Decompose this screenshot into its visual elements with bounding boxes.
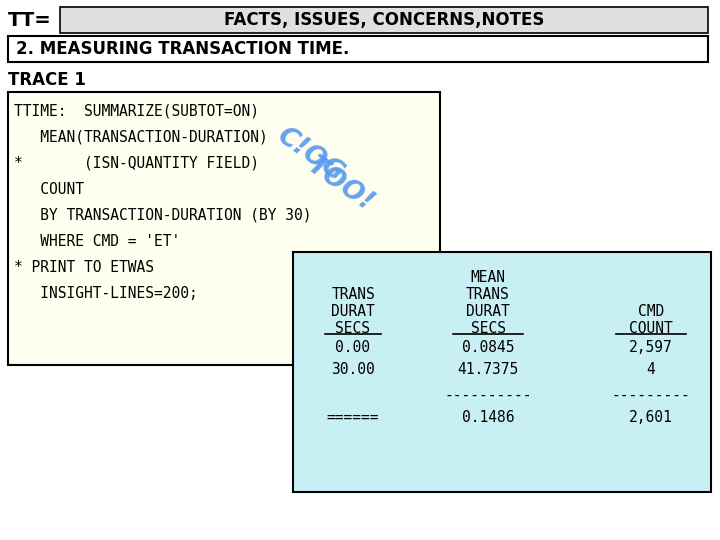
Text: 0.00: 0.00 <box>336 340 371 355</box>
Text: COUNT: COUNT <box>14 182 84 197</box>
Text: TRANS: TRANS <box>331 287 375 302</box>
Text: DURAT: DURAT <box>331 304 375 319</box>
Text: 2. MEASURING TRANSACTION TIME.: 2. MEASURING TRANSACTION TIME. <box>16 40 349 58</box>
Text: C!OG: C!OG <box>271 123 348 187</box>
Text: SECS: SECS <box>336 321 371 336</box>
Text: CMD: CMD <box>638 304 664 319</box>
FancyBboxPatch shape <box>293 252 711 492</box>
Text: 2,601: 2,601 <box>629 410 673 425</box>
FancyBboxPatch shape <box>60 7 708 33</box>
Text: SECS: SECS <box>470 321 505 336</box>
Text: * PRINT TO ETWAS: * PRINT TO ETWAS <box>14 260 154 275</box>
Text: 0.0845: 0.0845 <box>462 340 514 355</box>
Text: 4: 4 <box>647 362 655 377</box>
Text: ----------: ---------- <box>444 388 532 403</box>
Text: TTIME:  SUMMARIZE(SUBTOT=ON): TTIME: SUMMARIZE(SUBTOT=ON) <box>14 104 259 119</box>
Text: MEAN: MEAN <box>470 270 505 285</box>
Text: ======: ====== <box>327 410 379 425</box>
Text: TOO!: TOO! <box>302 153 378 217</box>
Text: TRANS: TRANS <box>466 287 510 302</box>
Text: TRACE 1: TRACE 1 <box>8 71 86 89</box>
Text: 30.00: 30.00 <box>331 362 375 377</box>
Text: COUNT: COUNT <box>629 321 673 336</box>
Text: FACTS, ISSUES, CONCERNS,NOTES: FACTS, ISSUES, CONCERNS,NOTES <box>224 11 544 29</box>
Text: 2,597: 2,597 <box>629 340 673 355</box>
Text: INSIGHT-LINES=200;: INSIGHT-LINES=200; <box>14 286 198 301</box>
Text: TT=: TT= <box>8 10 52 30</box>
Text: WHERE CMD = 'ET': WHERE CMD = 'ET' <box>14 234 180 249</box>
FancyBboxPatch shape <box>8 92 440 365</box>
Text: DURAT: DURAT <box>466 304 510 319</box>
Text: BY TRANSACTION-DURATION (BY 30): BY TRANSACTION-DURATION (BY 30) <box>14 208 312 223</box>
Text: MEAN(TRANSACTION-DURATION): MEAN(TRANSACTION-DURATION) <box>14 130 268 145</box>
Text: ---------: --------- <box>611 388 690 403</box>
Text: 41.7375: 41.7375 <box>457 362 518 377</box>
FancyBboxPatch shape <box>8 36 708 62</box>
Text: 0.1486: 0.1486 <box>462 410 514 425</box>
Text: *       (ISN-QUANTITY FIELD): * (ISN-QUANTITY FIELD) <box>14 156 259 171</box>
